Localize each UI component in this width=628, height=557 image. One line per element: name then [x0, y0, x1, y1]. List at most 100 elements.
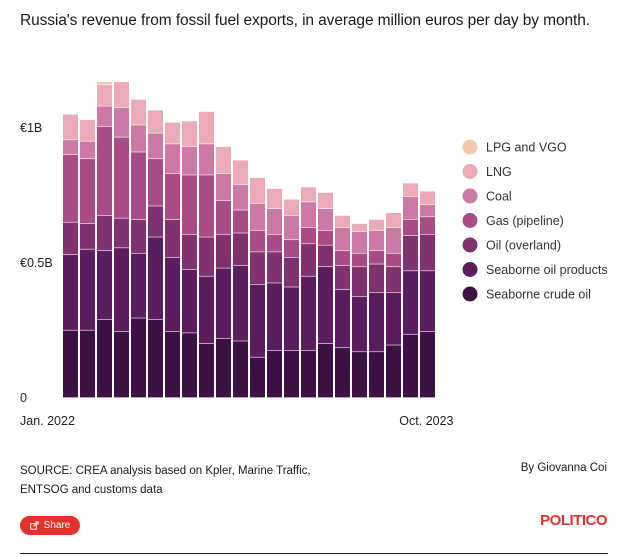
legend-swatch	[462, 213, 478, 228]
legend-item-gas-pipeline[interactable]: Gas (pipeline)	[462, 213, 564, 228]
legend-swatch	[462, 164, 478, 179]
y-tick-label: €1B	[20, 121, 42, 135]
y-tick-label: 0	[20, 391, 27, 405]
bar-segment-seaborne-oil-products	[403, 271, 418, 334]
bar-segment-lng	[131, 99, 146, 125]
bar-segment-seaborne-oil-products	[267, 283, 282, 351]
bar-segment-coal	[301, 202, 316, 228]
legend-item-lng[interactable]: LNG	[462, 164, 512, 179]
bar-segment-lng	[148, 110, 163, 133]
bar-segment-oil-overland	[63, 222, 78, 255]
bar-segment-seaborne-crude-oil	[335, 348, 350, 398]
y-axis: 0 €0.5B €1B	[20, 121, 53, 405]
share-label: Share	[43, 520, 71, 531]
bar-segment-coal	[199, 144, 214, 175]
bar-segment-coal	[250, 203, 265, 230]
bar-segment-coal	[403, 196, 418, 220]
bar-segment-gas-pipeline	[165, 173, 180, 220]
bar-segment-gas-pipeline	[80, 159, 95, 224]
bar-segment-gas-pipeline	[233, 210, 248, 233]
bar-segment-gas-pipeline	[318, 230, 333, 245]
bar-segment-seaborne-oil-products	[420, 271, 435, 332]
bar-segment-seaborne-crude-oil	[369, 352, 384, 398]
bar-segment-gas-pipeline	[301, 227, 316, 244]
bar-segment-seaborne-oil-products	[284, 287, 299, 351]
bar-segment-seaborne-crude-oil	[301, 350, 316, 398]
legend: LPG and VGO LNG Coal Gas (pipeline) Oil (ove…	[462, 139, 608, 302]
x-tick-label: Jan. 2022	[20, 414, 75, 428]
bar-segment-coal	[63, 140, 78, 155]
bar-segment-seaborne-crude-oil	[80, 330, 95, 398]
bar-segment-gas-pipeline	[420, 217, 435, 235]
bar-segment-seaborne-crude-oil	[114, 331, 129, 398]
bar-segment-oil-overland	[199, 237, 214, 276]
bar-segment-coal	[233, 184, 248, 210]
bar-segment-lng	[267, 188, 282, 209]
bar-segment-seaborne-oil-products	[199, 276, 214, 344]
chart-title: Russia's revenue from fossil fuel export…	[20, 12, 590, 29]
byline: By Giovanna Coi	[520, 462, 607, 474]
share-button[interactable]: Share	[20, 516, 80, 535]
legend-item-oil-overland[interactable]: Oil (overland)	[462, 237, 562, 253]
bar-segment-seaborne-crude-oil	[267, 350, 282, 398]
bottom-divider	[20, 553, 608, 554]
bar-segment-lng	[403, 183, 418, 197]
bar-segment-lng	[233, 160, 248, 185]
y-tick-label: €0.5B	[20, 256, 53, 270]
bar-segment-oil-overland	[335, 265, 350, 290]
bar-segment-coal	[352, 231, 367, 253]
politico-logo[interactable]: POLITICO	[540, 512, 607, 529]
bar-segment-oil-overland	[114, 218, 129, 248]
bar-segment-coal	[284, 215, 299, 240]
bar-segment-coal	[182, 146, 197, 175]
bar-segment-oil-overland	[386, 267, 401, 293]
legend-item-seaborne-oil-products[interactable]: Seaborne oil products	[462, 262, 608, 277]
bar-segment-coal	[131, 125, 146, 152]
stacked-bar-chart: 0 €0.5B €1B Jan. 2022 Oct. 2023 LPG and VGO…	[20, 82, 608, 428]
bar-segment-seaborne-oil-products	[63, 254, 78, 330]
bar-segment-oil-overland	[250, 252, 265, 284]
bar-segment-lng	[335, 215, 350, 228]
bar-segment-lng	[318, 192, 333, 209]
bar-segment-coal	[165, 144, 180, 174]
legend-item-seaborne-crude-oil[interactable]: Seaborne crude oil	[462, 286, 591, 302]
bar-segment-coal	[114, 107, 129, 137]
bar-segment-gas-pipeline	[148, 159, 163, 206]
bar-segment-seaborne-oil-products	[216, 268, 231, 338]
bar-segment-gas-pipeline	[369, 250, 384, 264]
bar-segment-lng	[284, 199, 299, 216]
bar-segment-seaborne-crude-oil	[233, 341, 248, 398]
legend-swatch	[462, 188, 478, 204]
legend-item-coal[interactable]: Coal	[462, 188, 512, 204]
bar-segment-gas-pipeline	[284, 240, 299, 257]
legend-item-lpg-and-vgo[interactable]: LPG and VGO	[462, 139, 567, 155]
legend-label: LNG	[486, 165, 512, 179]
bar-segment-seaborne-crude-oil	[403, 334, 418, 398]
bar-segment-seaborne-crude-oil	[97, 319, 112, 398]
bar-segment-oil-overland	[182, 234, 197, 270]
bar-segment-oil-overland	[97, 215, 112, 251]
bar-segment-seaborne-oil-products	[97, 250, 112, 320]
bar-segment-oil-overland	[131, 219, 146, 253]
bar-segment-lng	[199, 111, 214, 144]
bar-segment-lng	[386, 213, 401, 228]
bar-segment-lng	[250, 177, 265, 203]
bar-segment-gas-pipeline	[97, 126, 112, 216]
bar-segment-oil-overland	[233, 233, 248, 266]
bar-segment-seaborne-oil-products	[114, 248, 129, 332]
share-icon	[29, 521, 39, 530]
legend-label: Seaborne oil products	[486, 263, 608, 277]
bars-layer	[63, 82, 435, 398]
bar-segment-coal	[216, 173, 231, 201]
bar-segment-seaborne-oil-products	[250, 284, 265, 357]
bar-segment-coal	[267, 209, 282, 235]
bar-segment-seaborne-crude-oil	[318, 344, 333, 398]
bar-segment-seaborne-oil-products	[301, 276, 316, 351]
bar-segment-seaborne-crude-oil	[420, 331, 435, 398]
bar-segment-gas-pipeline	[114, 137, 129, 218]
bar-segment-lng	[216, 146, 231, 174]
bar-segment-gas-pipeline	[63, 155, 78, 222]
bar-segment-seaborne-oil-products	[148, 237, 163, 320]
bar-segment-oil-overland	[216, 234, 231, 268]
legend-label: Coal	[486, 190, 512, 204]
